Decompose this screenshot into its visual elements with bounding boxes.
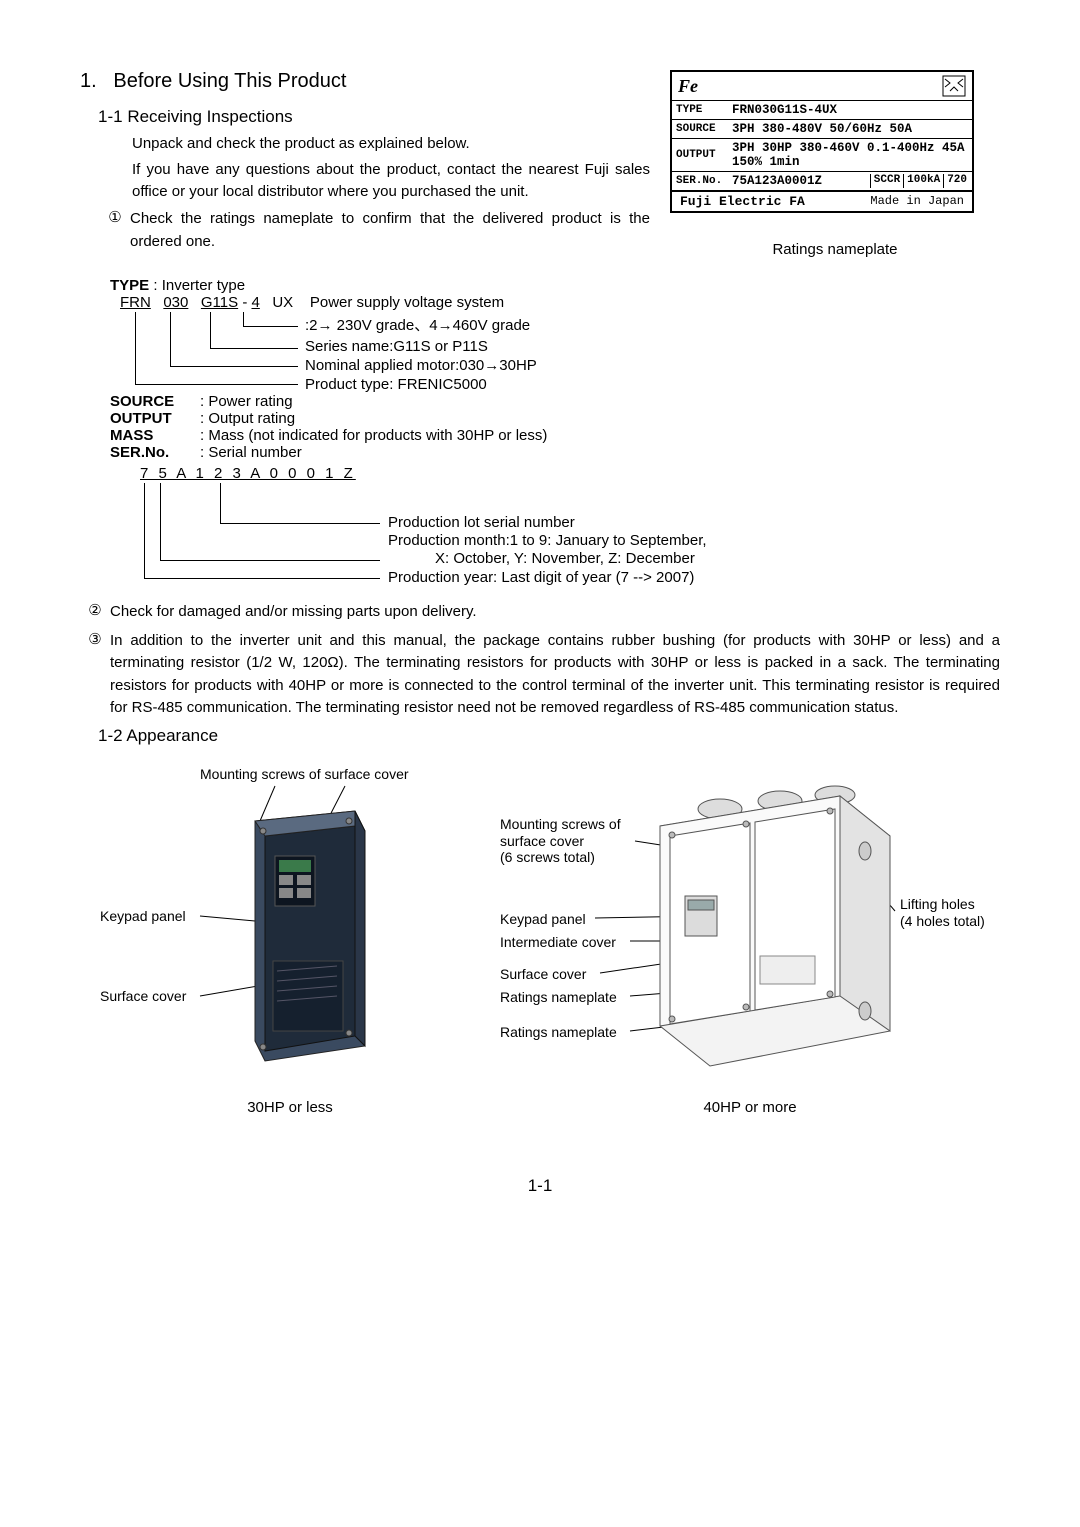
lbl-year: Production year: Last digit of year (7 -… xyxy=(388,569,694,586)
lbl-month: Production month:1 to 9: January to Sept… xyxy=(388,532,707,549)
lbl-month2: X: October, Y: November, Z: December xyxy=(435,550,695,567)
section-title: 1. Before Using This Product xyxy=(80,70,650,93)
lbl-surface-small: Surface cover xyxy=(100,988,186,1005)
lbl-product: Product type: FRENIC5000 xyxy=(305,376,487,393)
np-sccr-v2: 720 xyxy=(944,174,970,188)
np-brand: Fuji Electric FA xyxy=(680,194,805,209)
np-ser-lbl: SER.No. xyxy=(672,173,730,189)
np-out-lbl: OUTPUT xyxy=(672,147,730,163)
sub-num: 1-1 xyxy=(98,107,123,126)
subsection-1-2: 1-2 Appearance xyxy=(98,726,1000,746)
lbl-voltage: Power supply voltage system xyxy=(310,294,504,311)
serial-diagram: 7 5 A 1 2 3 A 0 0 0 1 Z Production lot s… xyxy=(140,465,1000,595)
appearance-figures: Mounting screws of surface cover xyxy=(80,766,1000,1116)
step-1-text: Check the ratings nameplate to confirm t… xyxy=(130,208,650,253)
type-code: FRN 030 G11S - 4 UX Power supply voltage… xyxy=(120,294,504,311)
np-sccr-lbl: SCCR xyxy=(871,174,904,188)
ratings-nameplate: Fe TYPE FRN030G11S-4UX SOURCE 3PH 380-48… xyxy=(670,70,974,213)
step-1-num: ① xyxy=(100,208,130,253)
nameplate-logo: Fe xyxy=(678,76,698,97)
step-3-num: ③ xyxy=(80,630,110,720)
inverter-large-svg xyxy=(500,766,1000,1096)
type-label: TYPE xyxy=(110,277,149,294)
sub-text: Receiving Inspections xyxy=(127,107,292,126)
intro-line-1: Unpack and check the product as explaine… xyxy=(132,133,650,155)
inverter-small: Mounting screws of surface cover xyxy=(80,766,500,1116)
approval-mark-icon xyxy=(942,75,966,97)
type-header: TYPE : Inverter type xyxy=(110,277,1000,294)
intro-line-2: If you have any questions about the prod… xyxy=(132,159,650,203)
caption-large: 40HP or more xyxy=(500,1099,1000,1116)
serial-code: 7 5 A 1 2 3 A 0 0 0 1 Z xyxy=(140,465,356,482)
type-definitions: SOURCE: Power rating OUTPUT: Output rati… xyxy=(110,393,1000,461)
step-2-text: Check for damaged and/or missing parts u… xyxy=(110,601,1000,624)
nameplate-caption: Ratings nameplate xyxy=(670,241,1000,258)
np-made: Made in Japan xyxy=(870,194,964,209)
sub-num: 1-2 xyxy=(98,726,123,745)
page-number: 1-1 xyxy=(80,1176,1000,1196)
np-type-lbl: TYPE xyxy=(672,102,730,118)
np-type-val: FRN030G11S-4UX xyxy=(730,101,972,119)
np-sccr-val: 100kA xyxy=(904,174,944,188)
lbl-lot: Production lot serial number xyxy=(388,514,575,531)
lbl-keypad-small: Keypad panel xyxy=(100,908,186,925)
np-ser-val: 75A123A0001Z xyxy=(732,174,871,188)
np-out-val2: 150% 1min xyxy=(732,155,970,169)
lbl-nominal: Nominal applied motor:030→30HP xyxy=(305,357,537,374)
np-out-val: 3PH 30HP 380-460V 0.1-400Hz 45A xyxy=(732,141,970,155)
inverter-large: Mounting screws of surface cover (6 scre… xyxy=(500,766,1000,1116)
subsection-1-1: 1-1 Receiving Inspections xyxy=(98,107,650,127)
step-3-text: In addition to the inverter unit and thi… xyxy=(110,630,1000,720)
inverter-small-svg xyxy=(80,766,500,1096)
lbl-series: Series name:G11S or P11S xyxy=(305,338,488,355)
section-heading: Before Using This Product xyxy=(113,70,346,92)
caption-small: 30HP or less xyxy=(80,1099,500,1116)
step-2-num: ② xyxy=(80,601,110,624)
np-src-val: 3PH 380-480V 50/60Hz 50A xyxy=(730,120,972,138)
np-src-lbl: SOURCE xyxy=(672,121,730,137)
type-text: : Inverter type xyxy=(149,277,245,294)
lbl-voltage2: :2→ 230V grade、4→460V grade xyxy=(305,314,530,335)
section-num: 1. xyxy=(80,70,97,92)
type-diagram: FRN 030 G11S - 4 UX Power supply voltage… xyxy=(120,294,1000,389)
sub-text: Appearance xyxy=(126,726,218,745)
